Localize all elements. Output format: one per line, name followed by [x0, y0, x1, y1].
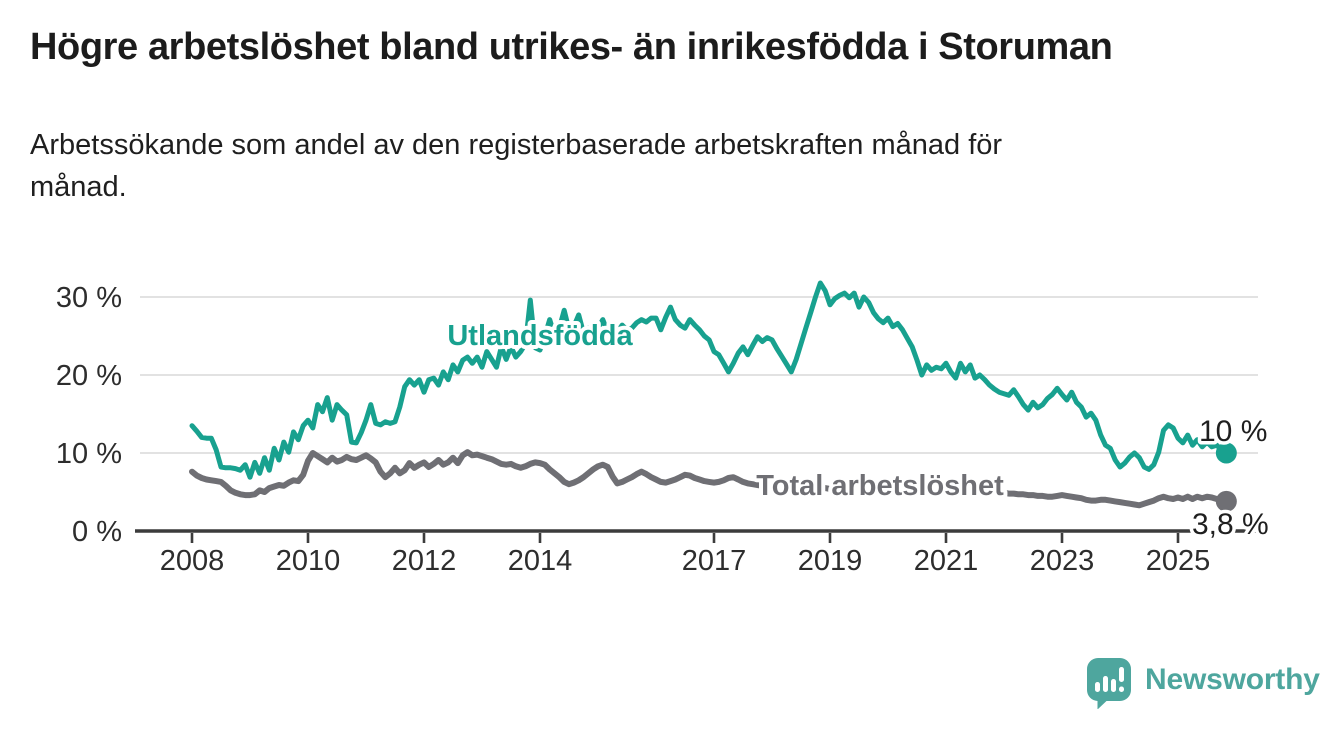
newsworthy-wordmark: Newsworthy [1145, 663, 1320, 696]
x-axis-tick-label: 2010 [276, 545, 341, 577]
series-end-dot-utlandsfodda [1215, 442, 1237, 464]
chart-subtitle: Arbetssökande som andel av den registerb… [30, 129, 1003, 204]
series-end-dot-total [1215, 490, 1237, 512]
y-axis-tick-label: 30 % [56, 282, 122, 314]
x-axis-tick-label: 2014 [508, 545, 573, 577]
x-axis-tick-label: 2012 [392, 545, 457, 577]
x-axis-tick-label: 2021 [914, 545, 979, 577]
series-line-total [189, 449, 1230, 509]
x-axis-tick-label: 2017 [682, 545, 747, 577]
x-axis-tick-label: 2023 [1030, 545, 1095, 577]
chart-title: Högre arbetslöshet bland utrikes- än inr… [30, 26, 1113, 68]
x-axis-tick-label: 2008 [160, 545, 225, 577]
series-label: Total arbetslöshet [756, 470, 1004, 502]
y-axis-tick-label: 0 % [72, 516, 122, 548]
bar-chart-speech-bubble-icon [1086, 658, 1131, 709]
x-axis-tick-label: 2019 [798, 545, 863, 577]
series-label: Utlandsfödda [447, 320, 633, 352]
series-end-value-label: 3,8 % [1192, 508, 1269, 541]
series-line-utlandsfodda [189, 280, 1229, 480]
y-axis-tick-label: 20 % [56, 360, 122, 392]
x-axis-tick-label: 2025 [1146, 545, 1211, 577]
series-end-value-label: 10 % [1199, 415, 1267, 448]
y-axis-tick-label: 10 % [56, 438, 122, 470]
newsworthy-logo: Newsworthy [1086, 654, 1320, 712]
